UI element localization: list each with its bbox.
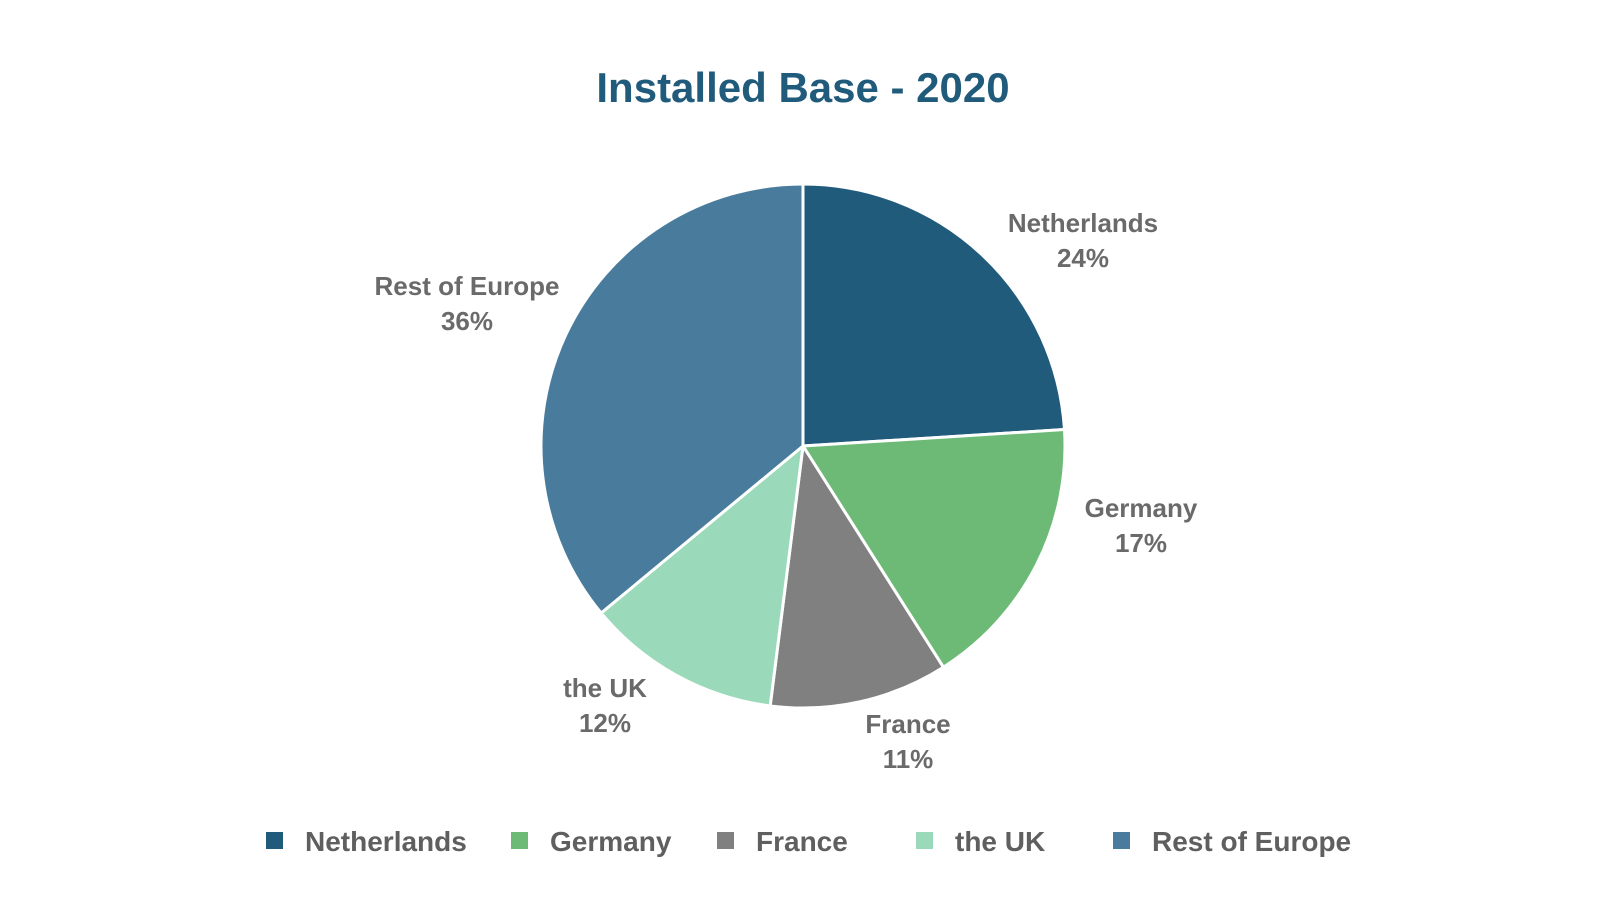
slice-label-value-netherlands: 24%: [1057, 243, 1109, 273]
pie-slices: [539, 182, 1067, 710]
legend-swatch-france: [717, 832, 734, 849]
chart-title: Installed Base - 2020: [596, 64, 1009, 111]
legend: Netherlands Germany France the UK Rest of Eu…: [266, 826, 1351, 857]
slice-label-value-france: 11%: [883, 744, 934, 774]
slice-label-name-netherlands: Netherlands: [1008, 208, 1158, 238]
pie-slice-france: [768, 444, 945, 710]
legend-swatch-rest-of-europe: [1113, 832, 1130, 849]
slice-label-value-rest-of-europe: 36%: [441, 306, 493, 336]
legend-label-germany: Germany: [550, 826, 672, 857]
slice-label-name-germany: Germany: [1085, 493, 1198, 523]
slice-label-value-germany: 17%: [1115, 528, 1167, 558]
slice-label-name-france: France: [865, 709, 950, 739]
slice-label-value-the-uk: 12%: [579, 708, 631, 738]
pie-slice-germany: [801, 428, 1067, 669]
pie-slice-netherlands: [801, 182, 1066, 448]
legend-swatch-netherlands: [266, 832, 283, 849]
pie-slice-the-uk: [599, 444, 805, 708]
slice-label-name-the-uk: the UK: [563, 673, 647, 703]
slice-labels: Netherlands 24% Germany 17% France 11% the UK 1…: [375, 208, 1198, 774]
legend-label-the-uk: the UK: [955, 826, 1045, 857]
legend-swatch-germany: [511, 832, 528, 849]
legend-swatch-the-uk: [916, 832, 933, 849]
legend-label-rest-of-europe: Rest of Europe: [1152, 826, 1351, 857]
legend-label-france: France: [756, 826, 848, 857]
slice-label-name-rest-of-europe: Rest of Europe: [375, 271, 560, 301]
legend-label-netherlands: Netherlands: [305, 826, 467, 857]
pie-slice-rest-of-europe: [539, 182, 805, 615]
